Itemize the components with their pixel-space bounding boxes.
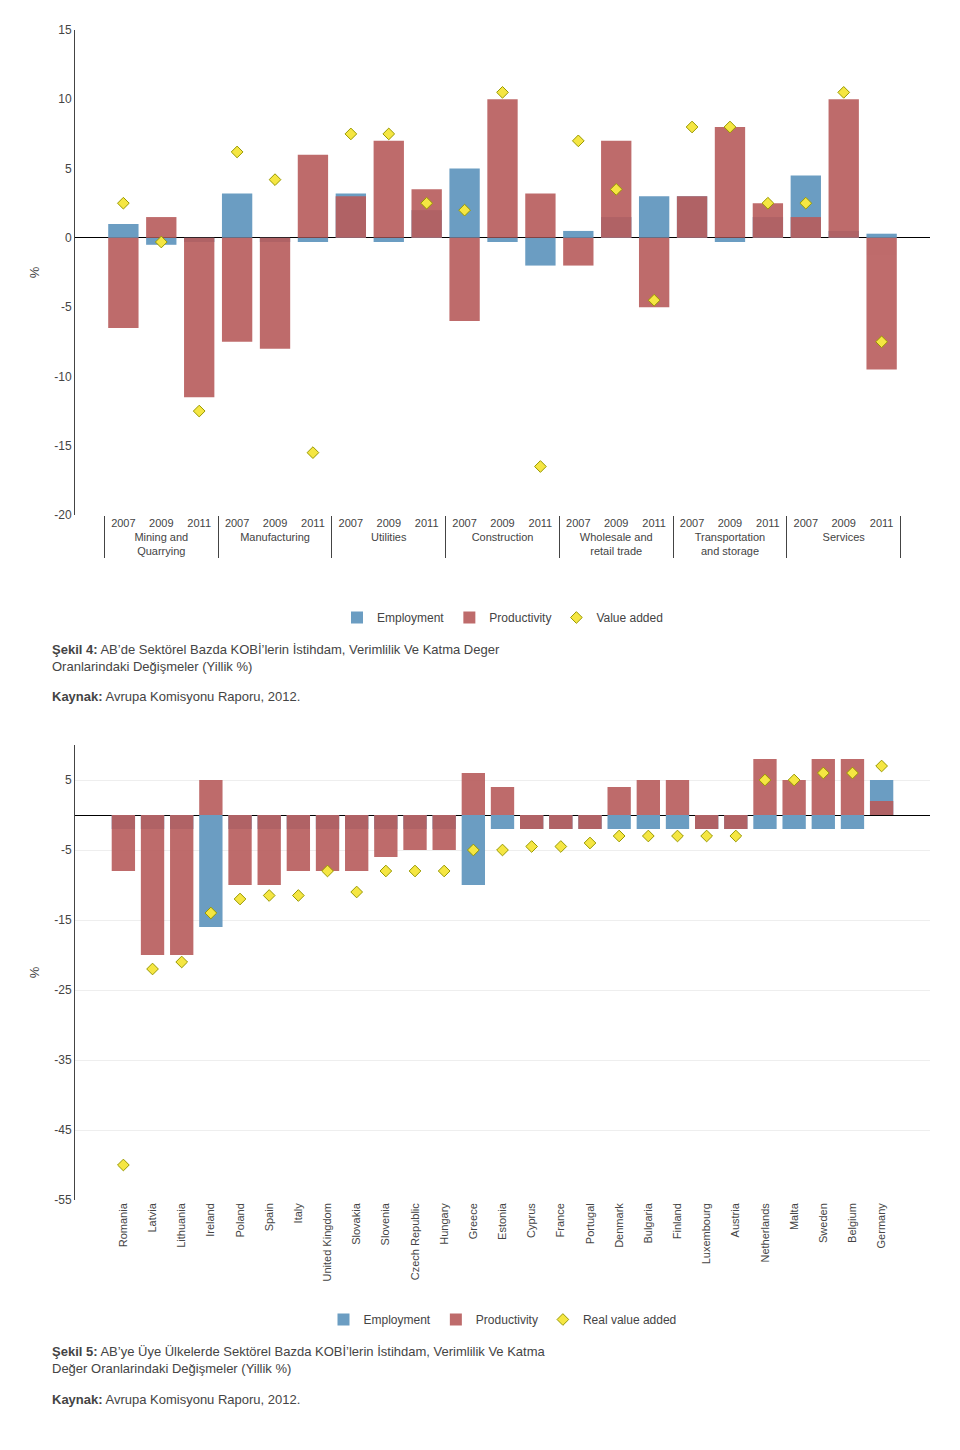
svg-text:Utilities: Utilities	[371, 531, 407, 543]
svg-text:2009: 2009	[718, 517, 742, 529]
svg-text:Bulgaria: Bulgaria	[642, 1202, 654, 1243]
svg-text:Denmark: Denmark	[613, 1203, 625, 1248]
svg-text:2009: 2009	[831, 517, 855, 529]
svg-text:Transportationand storage: Transportationand storage	[695, 531, 766, 557]
svg-text:Sweden: Sweden	[817, 1203, 829, 1243]
svg-text:Czech Republic: Czech Republic	[409, 1203, 421, 1281]
svg-text:United Kingdom: United Kingdom	[321, 1203, 333, 1281]
svg-text:Kaynak: Avrupa Komisyonu Rapor: Kaynak: Avrupa Komisyonu Raporu, 2012.	[52, 689, 300, 704]
svg-text:2011: 2011	[301, 517, 325, 529]
svg-text:10: 10	[58, 92, 72, 106]
svg-text:Cyprus: Cyprus	[525, 1203, 537, 1238]
svg-text:Construction: Construction	[472, 531, 534, 543]
svg-text:Manufacturing: Manufacturing	[240, 531, 310, 543]
svg-text:-35: -35	[54, 1053, 72, 1067]
svg-text:-20: -20	[54, 508, 72, 522]
svg-text:Greece: Greece	[467, 1203, 479, 1239]
svg-text:Value added: Value added	[596, 611, 663, 625]
svg-text:2007: 2007	[225, 517, 249, 529]
svg-text:Finland: Finland	[671, 1203, 683, 1239]
svg-text:2011: 2011	[642, 517, 666, 529]
svg-text:Real value added: Real value added	[583, 1313, 676, 1327]
svg-text:Employment: Employment	[364, 1313, 431, 1327]
svg-text:Slovakia: Slovakia	[350, 1202, 362, 1244]
svg-text:2009: 2009	[490, 517, 514, 529]
svg-text:Slovenia: Slovenia	[379, 1202, 391, 1245]
svg-text:Estonia: Estonia	[496, 1202, 508, 1240]
svg-text:2007: 2007	[452, 517, 476, 529]
svg-text:Netherlands: Netherlands	[759, 1203, 771, 1263]
svg-text:2007: 2007	[680, 517, 704, 529]
svg-text:2011: 2011	[870, 517, 894, 529]
svg-text:Şekil 4: AB’de Sektörel Bazda: Şekil 4: AB’de Sektörel Bazda KOBİ’lerin…	[52, 642, 500, 674]
svg-text:2007: 2007	[111, 517, 135, 529]
svg-text:2011: 2011	[415, 517, 439, 529]
svg-text:2007: 2007	[339, 517, 363, 529]
svg-text:Kaynak: Avrupa Komisyonu Rapor: Kaynak: Avrupa Komisyonu Raporu, 2012.	[52, 1392, 300, 1407]
svg-text:Services: Services	[823, 531, 866, 543]
svg-text:Austria: Austria	[729, 1202, 741, 1237]
svg-text:-15: -15	[54, 913, 72, 927]
svg-text:Belgium: Belgium	[846, 1203, 858, 1243]
svg-text:Mining andQuarrying: Mining andQuarrying	[134, 531, 188, 557]
svg-text:Productivity: Productivity	[476, 1313, 538, 1327]
svg-text:2009: 2009	[377, 517, 401, 529]
svg-text:Romania: Romania	[117, 1202, 129, 1247]
svg-text:Spain: Spain	[263, 1203, 275, 1231]
svg-text:%: %	[27, 966, 42, 978]
svg-text:5: 5	[65, 162, 72, 176]
svg-text:Şekil 5: AB’ye Üye Ülkelerde S: Şekil 5: AB’ye Üye Ülkelerde Sektörel Ba…	[52, 1344, 546, 1376]
svg-text:Italy: Italy	[292, 1203, 304, 1224]
svg-text:Poland: Poland	[234, 1203, 246, 1237]
svg-text:5: 5	[65, 773, 72, 787]
svg-text:Portugal: Portugal	[584, 1203, 596, 1244]
svg-text:-5: -5	[61, 843, 72, 857]
svg-text:Lithuania: Lithuania	[175, 1202, 187, 1248]
svg-text:Employment: Employment	[377, 611, 444, 625]
svg-text:Ireland: Ireland	[204, 1203, 216, 1237]
svg-text:-5: -5	[61, 300, 72, 314]
svg-text:15: 15	[58, 23, 72, 37]
svg-text:2007: 2007	[566, 517, 590, 529]
svg-text:Luxembourg: Luxembourg	[700, 1203, 712, 1264]
svg-text:Productivity: Productivity	[489, 611, 551, 625]
svg-text:France: France	[554, 1203, 566, 1237]
svg-text:2011: 2011	[187, 517, 211, 529]
svg-text:-25: -25	[54, 983, 72, 997]
svg-text:2009: 2009	[263, 517, 287, 529]
svg-text:Malta: Malta	[788, 1202, 800, 1230]
svg-text:%: %	[27, 266, 42, 278]
svg-text:Latvia: Latvia	[146, 1202, 158, 1232]
svg-text:Wholesale andretail trade: Wholesale andretail trade	[580, 531, 653, 557]
svg-text:Germany: Germany	[875, 1203, 887, 1249]
svg-text:2007: 2007	[794, 517, 818, 529]
svg-text:-10: -10	[54, 370, 72, 384]
svg-text:2009: 2009	[149, 517, 173, 529]
svg-text:-45: -45	[54, 1123, 72, 1137]
svg-text:2009: 2009	[604, 517, 628, 529]
svg-text:0: 0	[65, 231, 72, 245]
svg-text:2011: 2011	[529, 517, 553, 529]
svg-text:-55: -55	[54, 1193, 72, 1207]
svg-text:-15: -15	[54, 439, 72, 453]
svg-text:2011: 2011	[756, 517, 780, 529]
svg-text:Hungary: Hungary	[438, 1203, 450, 1245]
